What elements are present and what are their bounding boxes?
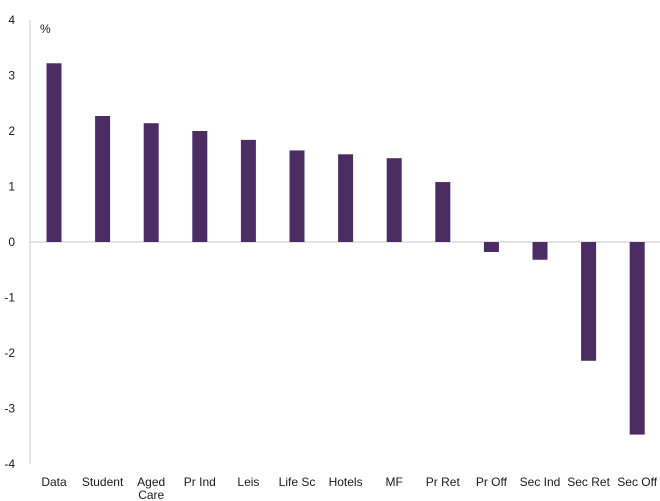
x-tick-label: Life Sc bbox=[279, 475, 316, 489]
y-unit-label: % bbox=[40, 22, 51, 36]
x-tick-label: Student bbox=[82, 475, 124, 489]
y-tick-label: 0 bbox=[8, 235, 15, 249]
y-tick-label: -2 bbox=[4, 346, 15, 360]
bar bbox=[483, 242, 499, 252]
bar bbox=[240, 139, 256, 242]
bar bbox=[435, 182, 451, 242]
bar bbox=[143, 123, 159, 242]
x-tick-label: Hotels bbox=[329, 475, 363, 489]
bar bbox=[95, 116, 111, 242]
x-tick-labels: Data Student Aged Care Pr Ind Leis Life Sc Hote… bbox=[41, 475, 657, 501]
x-tick-label: Pr Ind bbox=[184, 475, 216, 489]
x-tick-label: Leis bbox=[237, 475, 259, 489]
y-tick-labels: 4 3 2 1 0 -1 -2 -3 -4 bbox=[4, 13, 15, 471]
x-tick-label: MF bbox=[386, 475, 403, 489]
x-tick-label: Data bbox=[41, 475, 67, 489]
y-tick-label: -4 bbox=[4, 457, 15, 471]
y-tick-label: -1 bbox=[4, 291, 15, 305]
x-tick-label: Sec Off bbox=[617, 475, 657, 489]
bar bbox=[629, 242, 645, 435]
x-tick-label: Aged Care bbox=[137, 475, 165, 501]
y-tick-label: 2 bbox=[8, 124, 15, 138]
x-tick-label: Sec Ret bbox=[567, 475, 610, 489]
bar bbox=[289, 150, 305, 242]
y-tick-label: 4 bbox=[8, 13, 15, 27]
bars bbox=[46, 63, 645, 435]
y-tick-label: 3 bbox=[8, 69, 15, 83]
bar bbox=[46, 63, 62, 242]
y-tick-label: -3 bbox=[4, 402, 15, 416]
bar bbox=[386, 158, 402, 242]
bar bbox=[338, 154, 354, 242]
bar bbox=[581, 242, 597, 361]
x-tick-label: Sec Ind bbox=[520, 475, 561, 489]
x-tick-label: Pr Ret bbox=[426, 475, 461, 489]
bar bbox=[532, 242, 548, 260]
x-tick-label: Pr Off bbox=[476, 475, 508, 489]
bar bbox=[192, 131, 208, 242]
y-tick-label: 1 bbox=[8, 180, 15, 194]
